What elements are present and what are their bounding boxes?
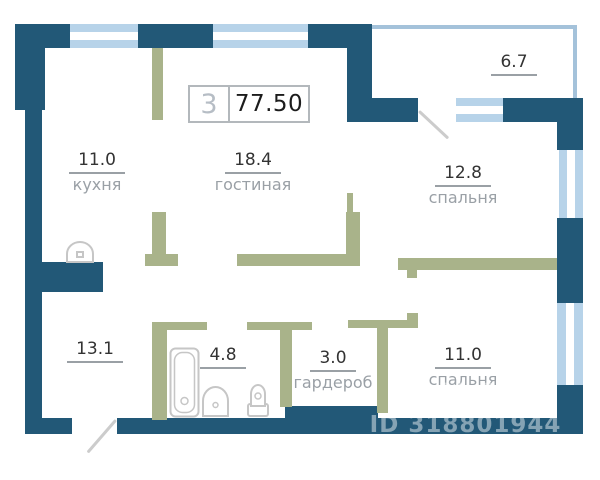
bedroom1-area: 12.8	[435, 164, 491, 187]
label-bathroom: 4.8	[163, 346, 283, 369]
kitchen-sink-icon	[64, 239, 96, 264]
room-count: 3	[190, 87, 230, 121]
window-balcony-door	[456, 98, 503, 122]
watermark-brand: ЦИАН	[397, 376, 543, 419]
wall-kitchen-hall-pier	[42, 262, 103, 292]
partition-kitchen-pier	[152, 212, 166, 256]
partition-bath-left	[152, 322, 167, 420]
kitchen-name: кухня	[72, 174, 122, 194]
partition-living-vert	[346, 212, 360, 256]
partition-wardrobe-cap	[348, 320, 418, 328]
bedroom2-name: спальня	[428, 369, 498, 389]
label-hallway: 13.1	[35, 340, 155, 363]
kitchen-area: 11.0	[69, 151, 125, 174]
total-area: 77.50	[234, 91, 304, 117]
label-bedroom1: 12.8 спальня	[403, 164, 523, 206]
wall-right-stub	[557, 122, 583, 150]
wall-left	[25, 110, 42, 434]
wall-bottom-left	[25, 418, 72, 434]
partition-wardrobe-left	[280, 330, 292, 407]
bathroom-area: 4.8	[200, 346, 246, 369]
toilet-icon	[245, 382, 271, 418]
wall-top-2	[138, 24, 213, 48]
label-bedroom2: 11.0 спальня	[403, 346, 523, 388]
balcony-outline	[372, 25, 577, 98]
hallway-area: 13.1	[67, 340, 123, 363]
window-top-kitchen	[70, 24, 138, 48]
label-living: 18.4 гостиная	[193, 151, 313, 193]
wall-balcony-corner	[347, 98, 418, 122]
window-right-upper	[559, 150, 583, 218]
living-area: 18.4	[225, 151, 281, 174]
label-balcony: 6.7	[454, 53, 574, 76]
partition-bedroom1-bottom	[398, 258, 557, 270]
partition-wardrobe-right	[377, 328, 388, 413]
partition-bath-top-b	[247, 322, 312, 330]
partition-kitchen-top	[152, 48, 163, 120]
partition-wardrobe-nub	[407, 313, 418, 320]
wall-right-mid	[557, 218, 583, 303]
summary-badge: 3 77.50	[188, 85, 310, 123]
wall-left-upper	[15, 24, 45, 110]
partition-kitchen-foot	[145, 254, 178, 266]
bedroom1-name: спальня	[428, 187, 498, 207]
partition-living-horiz	[237, 254, 360, 266]
living-name: гостиная	[214, 174, 292, 194]
balcony-area: 6.7	[491, 53, 537, 76]
watermark-listing-id: ID 318801944	[369, 412, 562, 438]
partition-bedroom1-nub	[407, 270, 417, 278]
door-swing-balcony-icon	[417, 110, 450, 140]
wall-top-3	[308, 24, 372, 48]
label-kitchen: 11.0 кухня	[37, 151, 157, 193]
door-swing-entrance-icon	[86, 419, 117, 454]
wall-bottom	[117, 418, 583, 434]
window-right-lower	[557, 303, 583, 385]
label-wardrobe: 3.0 гардероб	[273, 349, 393, 391]
wall-balcony-stem	[347, 48, 372, 98]
wardrobe-name: гардероб	[293, 372, 373, 392]
partition-living-thin	[347, 193, 353, 212]
partition-bath-top-a	[167, 322, 207, 330]
bedroom2-area: 11.0	[435, 346, 491, 369]
wardrobe-area: 3.0	[310, 349, 356, 372]
bathtub-icon	[169, 347, 200, 418]
wall-bottom-step	[285, 406, 378, 418]
window-top-living	[213, 24, 308, 48]
washbasin-icon	[201, 383, 230, 418]
wall-right-top	[503, 98, 583, 122]
